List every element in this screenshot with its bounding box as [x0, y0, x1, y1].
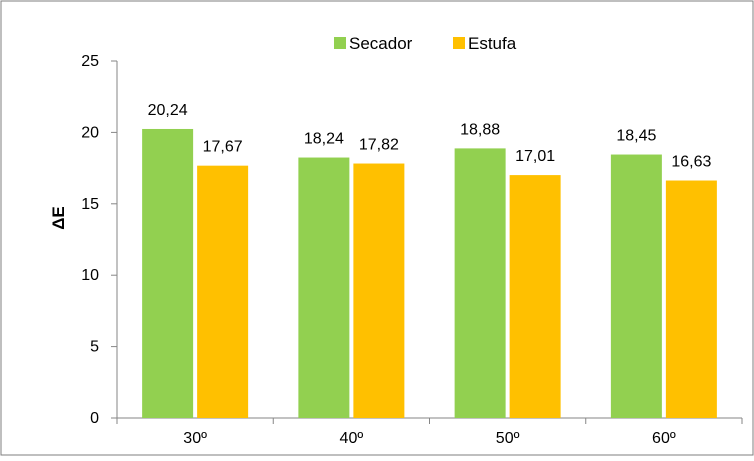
y-axis: 0 5 10 15 20 25: [81, 53, 118, 427]
bar-estufa-3: [665, 180, 717, 418]
x-tick-label: 30º: [183, 430, 207, 447]
y-tick-label: 25: [81, 53, 99, 70]
legend-label-estufa: Estufa: [468, 34, 517, 53]
bar-estufa-0: [197, 165, 249, 418]
data-labels: 20,24 17,67 18,24 17,82 18,88 17,01 18,45 16,63: [148, 102, 712, 171]
bar-secador-2: [454, 148, 506, 418]
data-label: 18,24: [304, 131, 344, 148]
y-tick-label: 0: [90, 410, 99, 427]
data-label: 17,01: [515, 148, 555, 165]
bars: [142, 128, 717, 419]
bar-secador-3: [610, 154, 662, 418]
x-tick-label: 60º: [652, 430, 676, 447]
x-tick-label: 50º: [496, 430, 520, 447]
x-tick-label: 40º: [340, 430, 364, 447]
legend-label-secador: Secador: [349, 34, 413, 53]
bar-estufa-2: [509, 175, 561, 418]
bar-estufa-1: [353, 163, 405, 418]
y-tick-label: 15: [81, 196, 99, 213]
data-label: 18,88: [460, 121, 500, 138]
data-label: 20,24: [148, 102, 188, 119]
y-tick-label: 5: [90, 339, 99, 356]
y-axis-title: ΔE: [49, 206, 68, 230]
data-label: 18,45: [616, 128, 656, 145]
y-tick-label: 20: [81, 124, 99, 141]
y-tick-label: 10: [81, 267, 99, 284]
data-label: 17,82: [359, 137, 399, 154]
legend: Secador Estufa: [334, 34, 517, 53]
bar-secador-1: [298, 157, 350, 418]
legend-swatch-estufa: [453, 37, 465, 49]
bar-secador-0: [142, 128, 194, 419]
data-label: 17,67: [203, 139, 243, 156]
legend-swatch-secador: [334, 37, 346, 49]
data-label: 16,63: [671, 154, 711, 171]
